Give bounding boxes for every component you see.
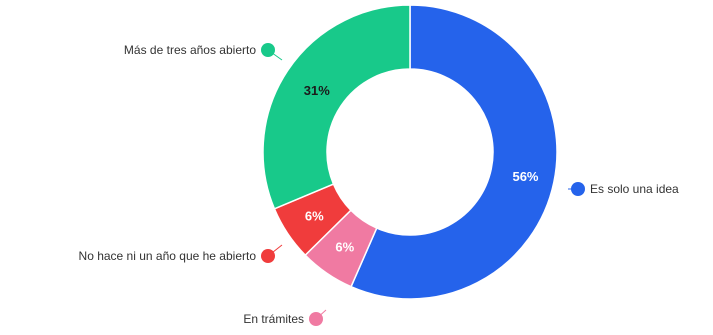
slice-value-label-en-tramites: 6% <box>335 240 354 255</box>
slice-labels-group: 56% 6% 6% 31% <box>304 83 539 255</box>
legend-label-en-tramites: En trámites <box>243 312 304 326</box>
legend-dot-es-solo-una-idea <box>571 182 585 196</box>
legend-label-mas-de-tres-anos-abierto: Más de tres años abierto <box>124 43 256 57</box>
slice-value-label-no-hace-ni-un-ano-que-he-abierto: 6% <box>305 209 324 224</box>
legend-dot-no-hace-ni-un-ano-que-he-abierto <box>261 249 275 263</box>
legend-dot-mas-de-tres-anos-abierto <box>261 43 275 57</box>
legend-dot-en-tramites <box>309 312 323 326</box>
legend-group: Es solo una idea En trámites No hace ni un… <box>79 43 679 326</box>
legend-label-no-hace-ni-un-ano-que-he-abierto: No hace ni un año que he abierto <box>79 249 257 263</box>
legend-label-es-solo-una-idea: Es solo una idea <box>590 182 679 196</box>
slice-es-solo-una-idea <box>350 4 558 300</box>
slice-value-label-es-solo-una-idea: 56% <box>512 169 538 184</box>
slice-value-label-mas-de-tres-anos-abierto: 31% <box>304 83 330 98</box>
slices-group <box>262 4 558 300</box>
slice-mas-de-tres-anos-abierto <box>262 4 411 210</box>
